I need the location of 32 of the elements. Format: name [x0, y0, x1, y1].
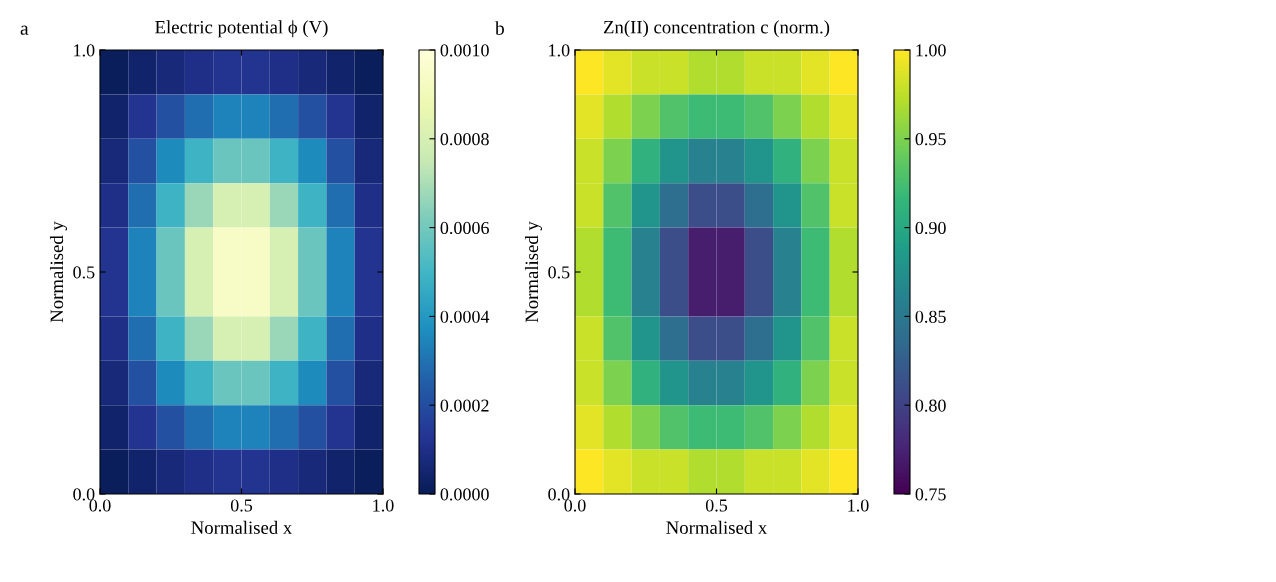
- x-tick-label: 1.0: [848, 499, 869, 512]
- x-tick-label: 0.0: [564, 499, 586, 512]
- color-bar-label: 0.0002: [440, 399, 489, 412]
- color-bar-label: 0.0008: [440, 133, 489, 146]
- chart-title: Electric potential ϕ (V): [155, 20, 328, 38]
- color-bar-label: 0.0006: [440, 221, 489, 235]
- color-bar-label: 0.75: [915, 488, 946, 501]
- y-tick-label: 0.5: [548, 266, 570, 279]
- y-tick-label: 0.0: [73, 488, 95, 501]
- y-tick-label: 1.0: [549, 44, 570, 57]
- x-tick-label: 0.5: [705, 499, 728, 512]
- y-axis-title: Normalised y: [49, 221, 68, 323]
- chart-title: Zn(II) concentration c (norm.): [603, 20, 830, 38]
- x-tick-label: 1.0: [373, 499, 394, 512]
- x-axis-title: Normalised x: [191, 520, 293, 534]
- x-tick-label: 0.0: [89, 499, 111, 512]
- color-bar-label: 0.0004: [440, 310, 490, 323]
- color-bar-label: 1.00: [916, 44, 946, 57]
- text: a: [20, 25, 29, 35]
- color-bar-label: 0.95: [915, 133, 946, 146]
- color-bar-label: 0.0000: [440, 488, 489, 501]
- text: b: [495, 21, 504, 35]
- color-bar-label: 0.0010: [440, 44, 489, 57]
- x-axis-title: Normalised x: [666, 520, 768, 534]
- x-tick-label: 0.5: [230, 499, 253, 512]
- y-tick-label: 1.0: [74, 44, 95, 57]
- color-bar-label: 0.80: [915, 399, 946, 412]
- y-tick-label: 0.0: [548, 488, 570, 501]
- color-bar-label: 0.85: [915, 310, 946, 323]
- y-tick-label: 0.5: [73, 266, 95, 279]
- color-bar-label: 0.90: [915, 221, 946, 235]
- y-axis-title: Normalised y: [524, 221, 543, 323]
